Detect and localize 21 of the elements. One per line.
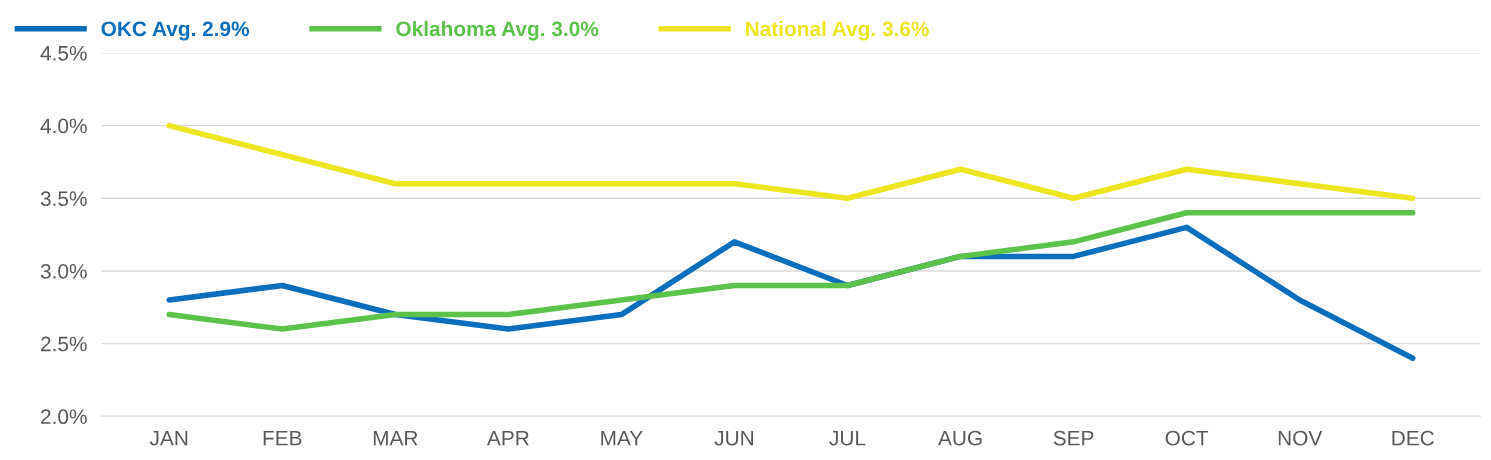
legend-label: OKC Avg. 2.9%: [101, 21, 250, 41]
y-tick-label: 2.5%: [41, 336, 87, 352]
x-tick-label: AUG: [938, 430, 982, 446]
x-tick-label: DEC: [1392, 430, 1434, 446]
x-tick-label: JUL: [829, 430, 866, 446]
x-tick-label: JUN: [714, 430, 754, 446]
x-tick-label: OCT: [1165, 430, 1209, 446]
y-tick-label: 3.5%: [40, 191, 87, 207]
legend-label: Oklahoma Avg. 3.0%: [396, 20, 599, 41]
x-tick-label: FEB: [263, 430, 302, 446]
x-tick-label: APR: [486, 430, 529, 446]
y-tick-label: 3.0%: [40, 263, 87, 279]
x-tick-label: MAR: [373, 430, 418, 446]
y-tick-label: 4.0%: [40, 118, 87, 134]
x-tick-label: JAN: [149, 430, 188, 446]
y-tick-label: 2.0%: [41, 409, 87, 425]
x-tick-label: MAY: [601, 430, 643, 446]
x-tick-label: NOV: [1278, 430, 1323, 446]
legend-label: National Avg. 3.6%: [746, 20, 929, 41]
y-tick-label: 4.5%: [40, 45, 87, 61]
x-tick-label: SEP: [1053, 430, 1094, 446]
